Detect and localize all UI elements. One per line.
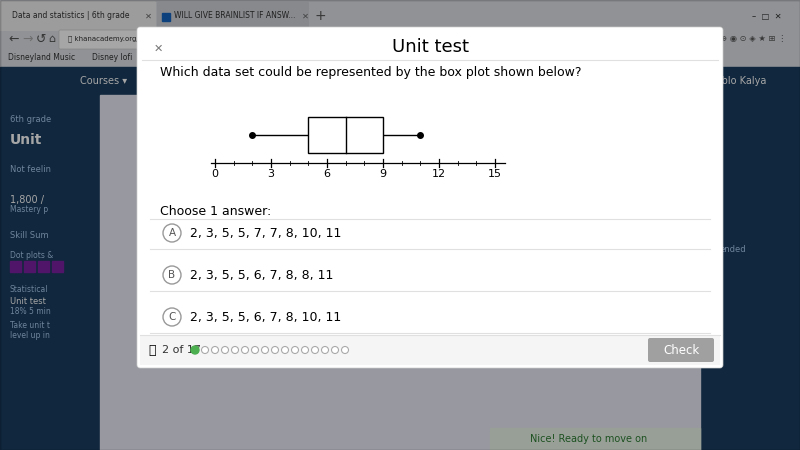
Text: C: C xyxy=(168,312,176,322)
Text: 0: 0 xyxy=(211,169,218,179)
Text: ↺: ↺ xyxy=(36,32,46,45)
Text: ⌂: ⌂ xyxy=(48,34,55,44)
Text: 2, 3, 5, 5, 6, 7, 8, 8, 11: 2, 3, 5, 5, 6, 7, 8, 8, 11 xyxy=(190,269,334,282)
Circle shape xyxy=(282,346,289,354)
Bar xyxy=(0,95,100,450)
Text: Mastery p: Mastery p xyxy=(10,206,48,215)
Text: –  □  ✕: – □ ✕ xyxy=(752,12,782,21)
Text: B: B xyxy=(169,270,175,280)
Circle shape xyxy=(331,346,338,354)
Bar xyxy=(0,28,800,50)
Text: Not feelin: Not feelin xyxy=(10,166,51,175)
Text: ★ ⊕ ◉ ⊙ ◈ ★ ⊞ ⋮: ★ ⊕ ◉ ⊙ ◈ ★ ⊞ ⋮ xyxy=(710,35,786,44)
FancyBboxPatch shape xyxy=(157,2,309,30)
Text: Finish Quiz: Finish Quiz xyxy=(338,54,380,63)
Bar xyxy=(308,117,383,153)
Bar xyxy=(490,428,700,450)
Circle shape xyxy=(202,346,209,354)
Text: 3: 3 xyxy=(267,169,274,179)
Text: ✕: ✕ xyxy=(145,12,151,21)
Text: ←: ← xyxy=(8,32,18,45)
Bar xyxy=(693,245,701,275)
Text: Khan Academy: Khan Academy xyxy=(354,76,446,86)
Text: 15: 15 xyxy=(488,169,502,179)
Bar xyxy=(0,67,800,95)
Text: 9: 9 xyxy=(379,169,386,179)
Text: Choose 1 answer:: Choose 1 answer: xyxy=(160,205,271,218)
Bar xyxy=(0,0,800,30)
Text: Data and statistics | 6th grade: Data and statistics | 6th grade xyxy=(12,12,130,21)
Text: Unit: Unit xyxy=(10,133,42,147)
Text: Pablo Kalya: Pablo Kalya xyxy=(710,76,766,86)
Text: Unit test: Unit test xyxy=(10,297,46,306)
Text: 🔒 khanacademy.org/math/cc-sixth-grade-math/cc-6th-data-statistics/test/cc-6th-da: 🔒 khanacademy.org/math/cc-sixth-grade-ma… xyxy=(68,36,466,42)
Bar xyxy=(24,261,35,272)
Text: +: + xyxy=(314,9,326,23)
Circle shape xyxy=(231,346,238,354)
Circle shape xyxy=(291,346,298,354)
Bar xyxy=(700,95,800,365)
Text: 1,800 /: 1,800 / xyxy=(10,195,44,205)
Text: 12: 12 xyxy=(432,169,446,179)
Circle shape xyxy=(163,308,181,326)
Circle shape xyxy=(342,346,349,354)
Text: Which data set could be represented by the box plot shown below?: Which data set could be represented by t… xyxy=(160,66,582,79)
Text: 2 of 17: 2 of 17 xyxy=(162,345,201,355)
Text: 6: 6 xyxy=(323,169,330,179)
Text: 6th grade: 6th grade xyxy=(10,116,51,125)
Text: Search: Search xyxy=(160,76,194,86)
FancyBboxPatch shape xyxy=(648,338,714,362)
Text: →: → xyxy=(22,32,33,45)
Text: Disney lofi: Disney lofi xyxy=(154,54,194,63)
Bar xyxy=(52,261,63,272)
Bar xyxy=(100,95,700,450)
FancyBboxPatch shape xyxy=(137,27,723,368)
Circle shape xyxy=(262,346,269,354)
Bar xyxy=(38,261,49,272)
Circle shape xyxy=(222,346,229,354)
Text: level up in: level up in xyxy=(10,330,50,339)
Text: Unit test: Unit test xyxy=(391,38,469,56)
Bar xyxy=(0,49,800,67)
Text: Courses ▾: Courses ▾ xyxy=(80,76,127,86)
Circle shape xyxy=(211,346,218,354)
Circle shape xyxy=(302,346,309,354)
Text: 🎓: 🎓 xyxy=(148,343,155,356)
Text: Nice! Ready to move on: Nice! Ready to move on xyxy=(530,434,647,444)
Text: Disneyland Music: Disneyland Music xyxy=(8,54,75,63)
Text: 2, 3, 5, 5, 7, 7, 8, 10, 11: 2, 3, 5, 5, 7, 7, 8, 10, 11 xyxy=(190,226,342,239)
Bar xyxy=(10,261,21,272)
Text: Check: Check xyxy=(663,343,699,356)
Circle shape xyxy=(163,266,181,284)
Circle shape xyxy=(163,224,181,242)
Text: A: A xyxy=(169,228,175,238)
Bar xyxy=(140,335,720,365)
Text: Take unit t: Take unit t xyxy=(10,320,50,329)
Circle shape xyxy=(251,346,258,354)
Text: ✕: ✕ xyxy=(302,12,309,21)
Text: ✕: ✕ xyxy=(154,44,163,54)
Circle shape xyxy=(311,346,318,354)
Circle shape xyxy=(242,346,249,354)
FancyBboxPatch shape xyxy=(0,1,156,31)
Text: Statistical: Statistical xyxy=(10,285,49,294)
Text: Donate: Donate xyxy=(660,76,696,86)
Text: 2, 3, 5, 5, 6, 7, 8, 10, 11: 2, 3, 5, 5, 6, 7, 8, 10, 11 xyxy=(190,310,342,324)
Text: Dot plots &: Dot plots & xyxy=(10,251,54,260)
Text: UNIT 2 LEVEL UP!: UNIT 2 LEVEL UP! xyxy=(399,54,466,63)
Text: Skill Sum: Skill Sum xyxy=(10,230,49,239)
Text: 18% 5 min: 18% 5 min xyxy=(10,307,50,316)
Circle shape xyxy=(191,346,199,354)
Text: Disney lofi: Disney lofi xyxy=(215,54,255,63)
Bar xyxy=(162,13,170,21)
Circle shape xyxy=(322,346,329,354)
FancyBboxPatch shape xyxy=(59,30,701,49)
Text: Disney lofi: Disney lofi xyxy=(92,54,132,63)
Circle shape xyxy=(271,346,278,354)
Text: ended: ended xyxy=(720,246,746,255)
Text: WILL GIVE BRAINLIST IF ANSW...: WILL GIVE BRAINLIST IF ANSW... xyxy=(174,12,295,21)
Text: Finish Quiz: Finish Quiz xyxy=(277,54,318,63)
